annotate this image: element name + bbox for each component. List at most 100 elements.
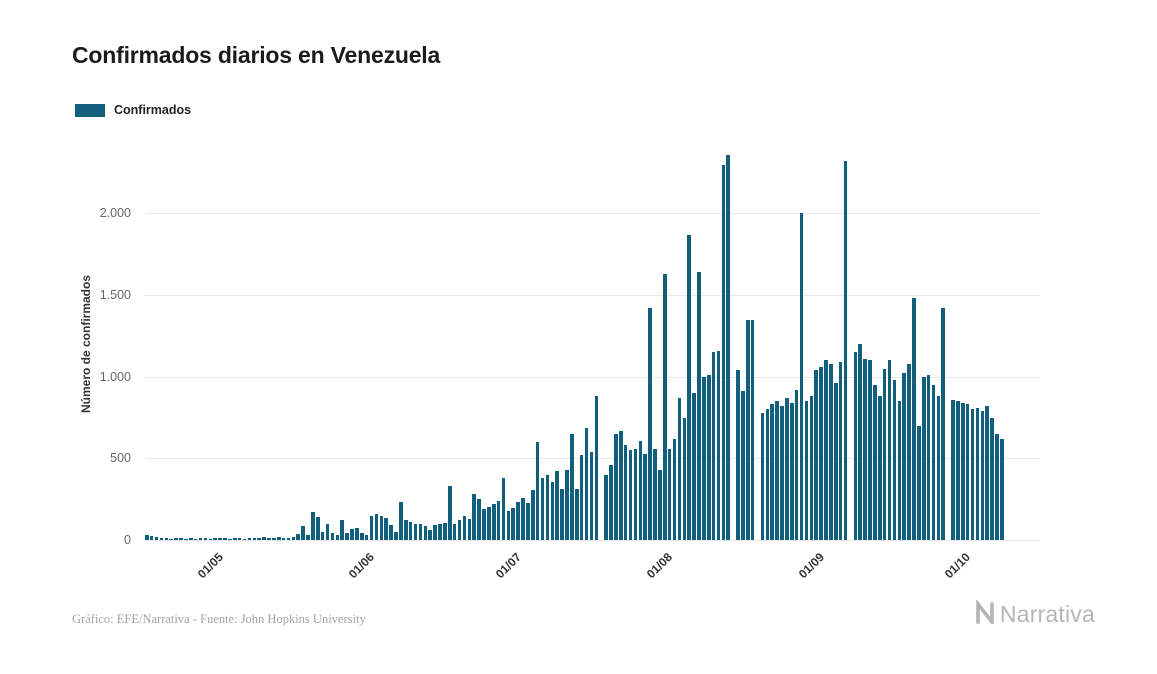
bar[interactable] (941, 308, 946, 540)
bar[interactable] (863, 358, 867, 540)
bar[interactable] (535, 442, 540, 540)
bar[interactable] (887, 360, 892, 540)
bar[interactable] (306, 535, 310, 540)
bar[interactable] (775, 401, 779, 540)
bar[interactable] (242, 538, 247, 540)
bar[interactable] (335, 535, 340, 540)
bar[interactable] (931, 384, 936, 540)
bar[interactable] (369, 515, 374, 540)
bar[interactable] (990, 417, 994, 540)
bar[interactable] (408, 522, 413, 540)
bar[interactable] (902, 373, 906, 540)
bar[interactable] (301, 525, 305, 540)
bar[interactable] (702, 376, 706, 540)
bar[interactable] (697, 272, 701, 540)
bar[interactable] (272, 538, 276, 540)
bar[interactable] (926, 375, 931, 540)
bar[interactable] (643, 454, 647, 540)
bar[interactable] (897, 401, 902, 540)
bar[interactable] (584, 428, 589, 540)
bar[interactable] (638, 441, 643, 540)
bar[interactable] (164, 538, 169, 540)
bar[interactable] (614, 433, 618, 540)
bar[interactable] (384, 517, 388, 540)
bar[interactable] (257, 538, 261, 540)
bar[interactable] (545, 475, 550, 540)
bar[interactable] (213, 538, 217, 540)
bar[interactable] (443, 522, 447, 540)
bar[interactable] (472, 494, 476, 540)
bar[interactable] (672, 438, 677, 540)
bar[interactable] (291, 536, 296, 540)
bar[interactable] (311, 512, 315, 540)
bar[interactable] (965, 404, 970, 540)
bar[interactable] (868, 360, 872, 540)
bar[interactable] (320, 531, 325, 540)
bar[interactable] (247, 537, 252, 540)
bar[interactable] (555, 470, 560, 540)
bar[interactable] (633, 448, 638, 540)
bar[interactable] (423, 526, 428, 540)
bar[interactable] (882, 368, 887, 540)
bar[interactable] (692, 393, 696, 540)
bar[interactable] (145, 534, 149, 540)
bar[interactable] (648, 308, 652, 540)
bar[interactable] (262, 537, 266, 540)
bar[interactable] (677, 397, 682, 540)
bar[interactable] (980, 410, 985, 540)
bar[interactable] (218, 537, 222, 540)
bar[interactable] (961, 402, 965, 540)
bar[interactable] (364, 535, 369, 540)
bar[interactable] (184, 538, 188, 540)
bar[interactable] (618, 431, 623, 540)
bar[interactable] (403, 520, 408, 540)
bar[interactable] (452, 523, 457, 540)
bar[interactable] (501, 477, 506, 540)
bar[interactable] (281, 537, 286, 540)
bar[interactable] (491, 504, 496, 540)
bar[interactable] (374, 513, 379, 540)
bar[interactable] (716, 350, 721, 540)
bar[interactable] (467, 518, 472, 540)
bar[interactable] (799, 213, 804, 540)
bar[interactable] (877, 396, 882, 540)
bar[interactable] (399, 501, 403, 540)
bar[interactable] (198, 538, 203, 540)
bar[interactable] (413, 524, 418, 540)
bar[interactable] (892, 379, 897, 540)
bar[interactable] (706, 375, 711, 540)
bar[interactable] (418, 523, 423, 540)
bar[interactable] (711, 352, 716, 540)
legend[interactable]: Confirmados (75, 103, 191, 117)
bar[interactable] (560, 489, 564, 540)
bar[interactable] (912, 298, 916, 540)
bar[interactable] (838, 361, 843, 540)
bar[interactable] (609, 464, 613, 540)
bar[interactable] (726, 154, 731, 540)
bar[interactable] (149, 536, 154, 540)
bar[interactable] (169, 538, 173, 540)
bar[interactable] (345, 532, 349, 540)
bar[interactable] (575, 488, 579, 540)
bar[interactable] (956, 401, 960, 540)
bar[interactable] (316, 517, 320, 540)
bar[interactable] (350, 529, 354, 540)
bar[interactable] (193, 538, 198, 540)
bar[interactable] (223, 538, 227, 540)
bar[interactable] (653, 448, 657, 540)
bar[interactable] (252, 538, 257, 540)
bar[interactable] (936, 396, 941, 540)
bar[interactable] (482, 508, 486, 540)
bar[interactable] (985, 406, 990, 540)
bar[interactable] (951, 399, 955, 540)
bar[interactable] (447, 486, 452, 540)
bar[interactable] (970, 409, 975, 540)
bar[interactable] (379, 515, 384, 540)
bar[interactable] (780, 406, 784, 540)
bar[interactable] (917, 425, 921, 540)
bar[interactable] (330, 533, 335, 540)
bar[interactable] (496, 500, 501, 540)
bar[interactable] (531, 490, 535, 540)
bar[interactable] (526, 503, 530, 540)
bar[interactable] (604, 474, 608, 540)
